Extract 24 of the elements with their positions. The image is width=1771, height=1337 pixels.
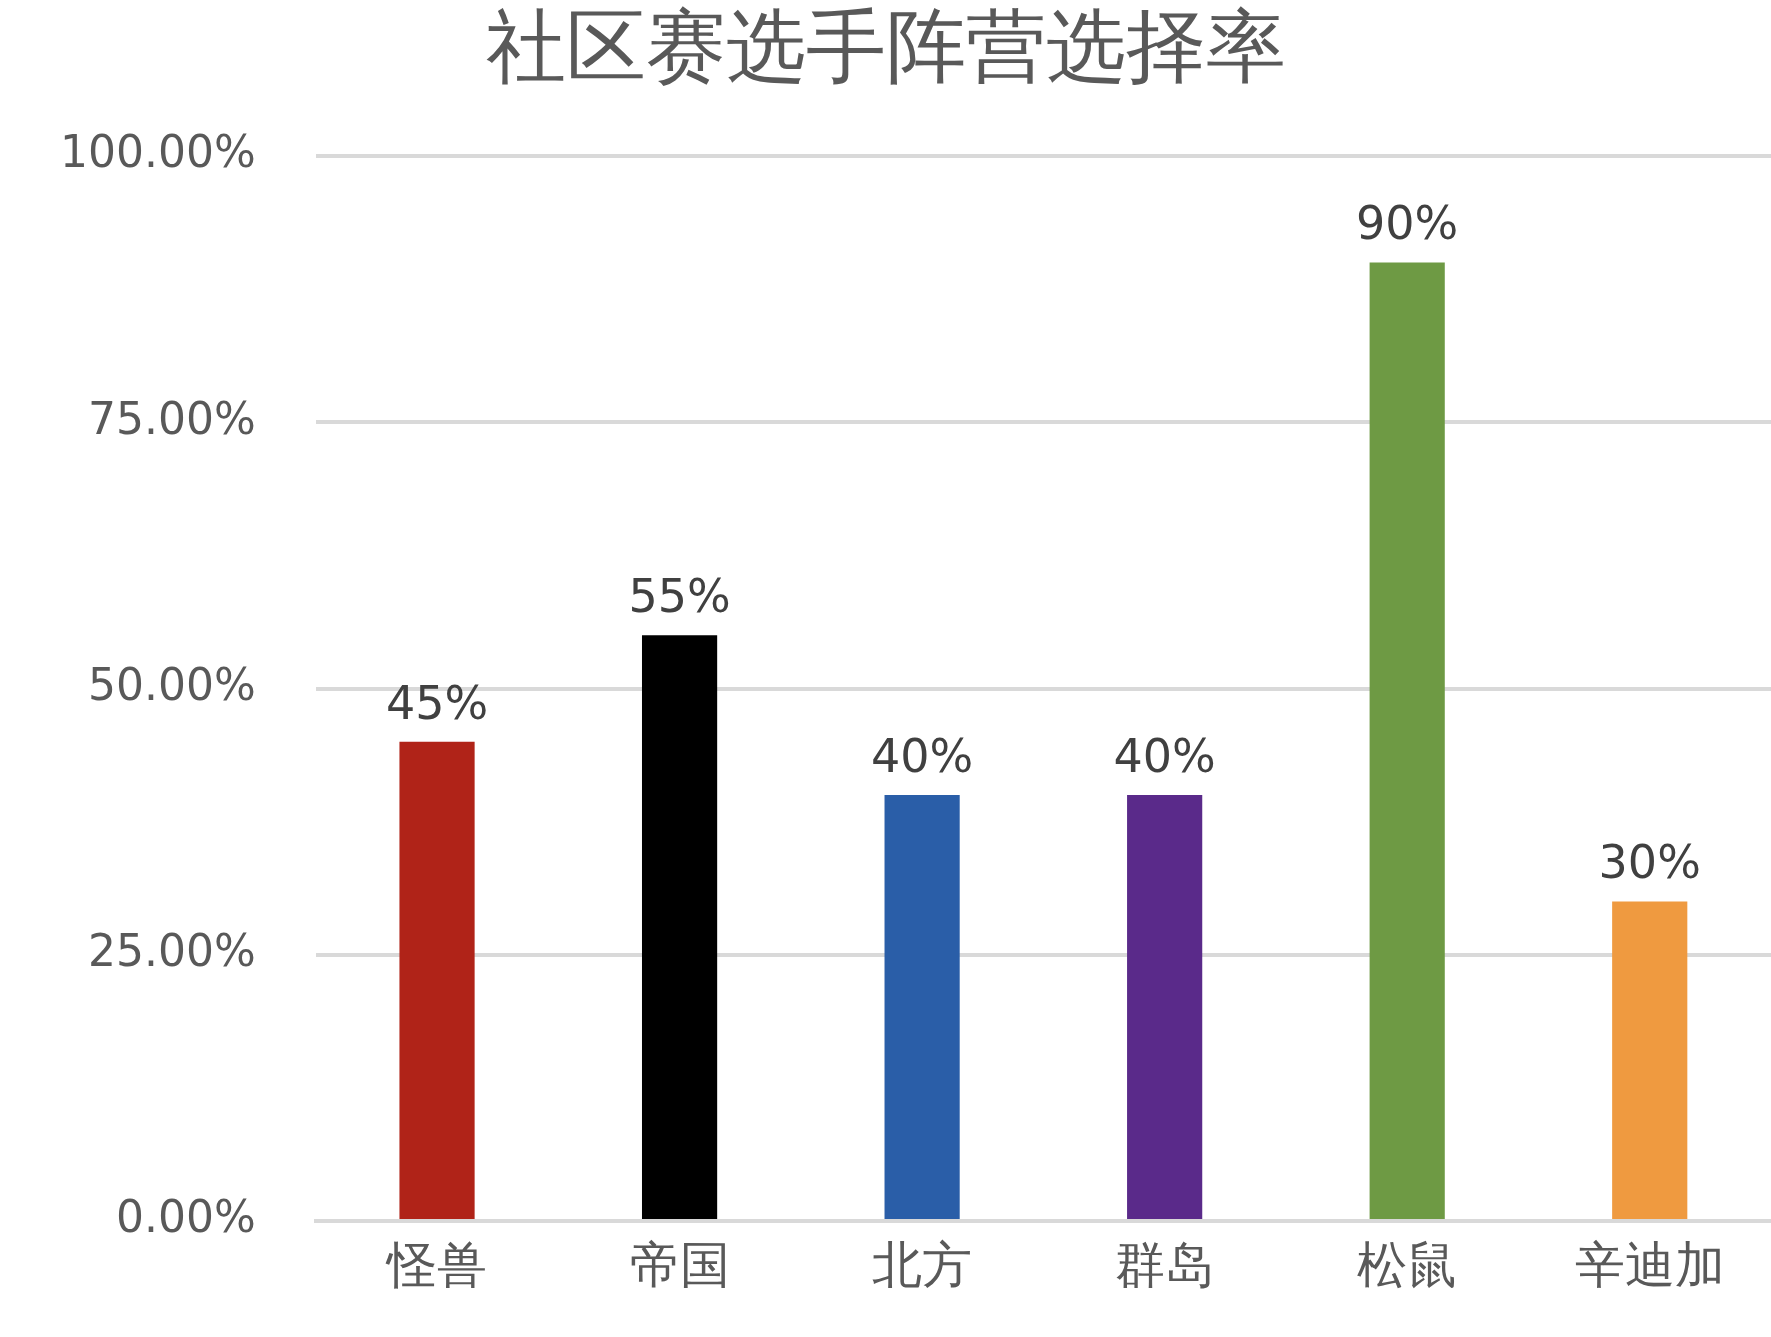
data-label: 30%	[1598, 835, 1701, 890]
data-label: 40%	[870, 728, 974, 783]
data-label: 40%	[1113, 728, 1216, 783]
data-label: 55%	[628, 569, 731, 624]
x-tick-label: 北方	[872, 1235, 973, 1294]
bar	[1612, 901, 1688, 1219]
y-tick-label: 25.00%	[87, 925, 256, 977]
x-tick-label: 群岛	[1114, 1235, 1215, 1294]
bar	[641, 635, 718, 1219]
bar	[884, 795, 960, 1219]
bar	[399, 741, 475, 1219]
x-tick-label: 怪兽	[385, 1235, 488, 1294]
bar	[1369, 262, 1445, 1219]
y-tick-label: 75.00%	[87, 392, 256, 444]
data-label: 45%	[385, 675, 489, 730]
chart-title: 社区赛选手阵营选择率	[485, 0, 1286, 93]
y-tick-label: 50.00%	[87, 658, 256, 710]
x-tick-label: 辛迪加	[1574, 1235, 1725, 1294]
y-tick-label: 100.00%	[60, 126, 256, 178]
data-label: 90%	[1356, 196, 1459, 251]
bar	[1127, 795, 1203, 1219]
y-tick-label: 0.00%	[115, 1191, 256, 1243]
x-tick-label: 帝国	[629, 1235, 730, 1294]
x-tick-label: 松鼠	[1357, 1235, 1458, 1294]
